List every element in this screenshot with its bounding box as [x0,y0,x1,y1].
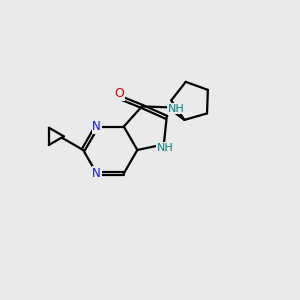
Text: N: N [92,120,101,133]
Text: NH: NH [167,104,184,114]
Text: O: O [115,87,124,100]
Text: N: N [92,167,101,180]
Text: NH: NH [157,143,174,153]
